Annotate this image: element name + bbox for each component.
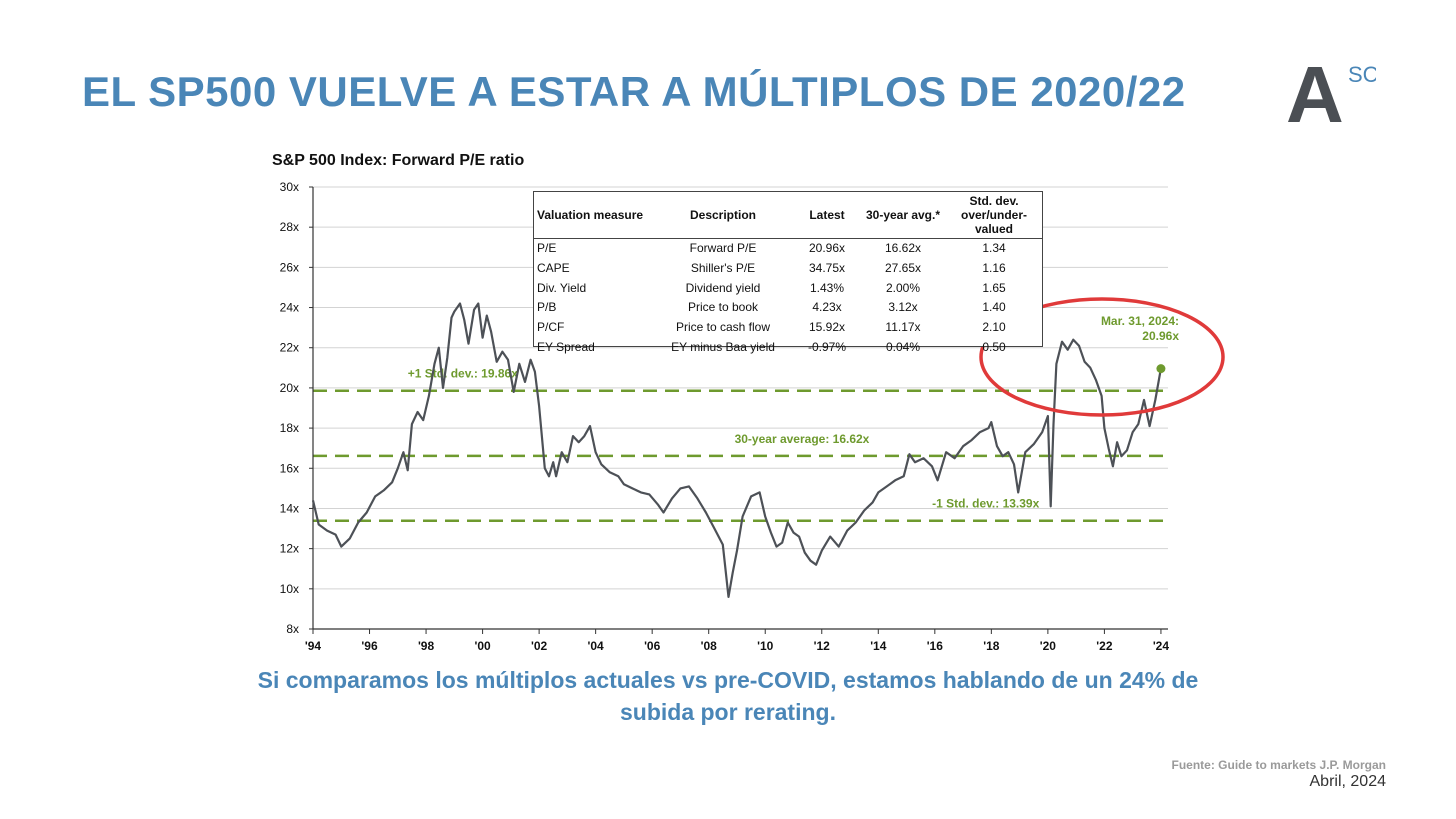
y-tick-label: 20x — [280, 381, 299, 395]
col-header-avg: 30-year avg.* — [860, 192, 946, 239]
table-cell: 15.92x — [808, 320, 846, 335]
valuation-table: Valuation measure Description Latest 30-… — [533, 191, 1043, 354]
highlight-circle — [979, 297, 1225, 417]
table-cell: -0.97% — [807, 339, 847, 354]
endpoint-marker — [1156, 364, 1166, 374]
table-row: P/E Forward P/E 20.96x 16.62x 1.34 — [534, 239, 1042, 259]
x-tick-label: '08 — [701, 639, 718, 653]
annotations: Mar. 31, 2024:20.96x — [979, 297, 1225, 417]
table-cell: P/B — [537, 300, 557, 315]
col-header-description: Description — [652, 192, 794, 239]
y-tick-label: 14x — [280, 501, 299, 515]
x-tick-label: '14 — [870, 639, 887, 653]
x-tick-label: '02 — [531, 639, 548, 653]
x-tick-label: '20 — [1040, 639, 1057, 653]
x-tick-label: '96 — [361, 639, 378, 653]
table-row: Div. Yield Dividend yield 1.43% 2.00% 1.… — [534, 279, 1042, 299]
slide-title: EL SP500 VUELVE A ESTAR A MÚLTIPLOS DE 2… — [82, 68, 1186, 115]
x-tick-label: '24 — [1153, 639, 1170, 653]
x-tick-label: '94 — [305, 639, 322, 653]
table-cell: 11.17x — [885, 320, 921, 335]
table-cell: 0.50 — [982, 339, 1006, 354]
endpoint-label-date: Mar. 31, 2024: — [1101, 314, 1179, 328]
x-tick-label: '10 — [757, 639, 774, 653]
valuation-table-header: Valuation measure Description Latest 30-… — [534, 192, 1042, 239]
table-cell: EY Spread — [537, 339, 595, 354]
slide-date: Abril, 2024 — [1309, 773, 1387, 790]
table-cell: 27.65x — [884, 260, 922, 275]
table-cell: 0.04% — [885, 339, 921, 354]
table-cell: 2.00% — [885, 280, 921, 295]
y-tick-label: 26x — [280, 260, 299, 274]
chart-title: S&P 500 Index: Forward P/E ratio — [272, 152, 525, 169]
x-tick-label: '16 — [927, 639, 944, 653]
reference-lines: +1 Std. dev.: 19.86x 30-year average: 16.… — [313, 367, 1168, 522]
x-tick-label: '18 — [983, 639, 1000, 653]
endpoint-label-value: 20.96x — [1142, 329, 1179, 343]
table-cell: P/E — [537, 241, 557, 255]
table-cell: 1.40 — [982, 300, 1006, 315]
x-tick-label: '98 — [418, 639, 435, 653]
table-cell: 16.62x — [884, 241, 922, 255]
table-row: CAPE Shiller's P/E 34.75x 27.65x 1.16 — [534, 259, 1042, 279]
reference-label: 30-year average: 16.62x — [735, 432, 870, 446]
x-tick-label: '22 — [1096, 639, 1113, 653]
reference-label: -1 Std. dev.: 13.39x — [932, 497, 1039, 511]
y-tick-label: 12x — [280, 542, 299, 556]
table-cell: 1.43% — [809, 280, 845, 295]
series-line — [311, 302, 1162, 598]
table-cell: 1.65 — [982, 280, 1006, 295]
table-cell: CAPE — [537, 260, 570, 275]
table-cell: 2.10 — [982, 320, 1006, 335]
y-tick-label: 18x — [280, 421, 299, 435]
table-cell: Price to cash flow — [675, 320, 771, 335]
col-header-measure: Valuation measure — [534, 192, 652, 239]
source-note: Fuente: Guide to markets J.P. Morgan — [1171, 758, 1387, 772]
table-cell: 1.34 — [982, 241, 1006, 255]
table-cell: 4.23x — [812, 300, 842, 315]
y-tick-label: 16x — [280, 461, 299, 475]
y-tick-label: 8x — [286, 622, 299, 636]
table-cell: 1.16 — [982, 260, 1006, 275]
table-row: P/B Price to book 4.23x 3.12x 1.40 — [534, 298, 1042, 318]
y-tick-label: 22x — [280, 341, 299, 355]
logo-superscript: SC — [1348, 62, 1376, 87]
table-cell: Forward P/E — [689, 241, 757, 255]
x-tick-label: '04 — [588, 639, 605, 653]
reference-label: +1 Std. dev.: 19.86x — [408, 367, 518, 381]
table-cell: Div. Yield — [537, 280, 587, 295]
table-cell: Shiller's P/E — [690, 260, 756, 275]
table-cell: Dividend yield — [685, 280, 761, 295]
x-tick-label: '12 — [814, 639, 831, 653]
y-tick-label: 30x — [280, 180, 299, 194]
table-cell: 20.96x — [808, 241, 846, 255]
table-cell: P/CF — [537, 320, 565, 335]
slide-caption: Si comparamos los múltiplos actuales vs … — [257, 667, 1199, 725]
axes: 8x 10x 12x 14x 16x 18x 20x 22x 24x 26x 28x 30x '94 '9… — [280, 180, 1170, 653]
table-cell: 3.12x — [888, 300, 918, 315]
y-tick-label: 28x — [280, 220, 299, 234]
logo-letter: A — [1286, 60, 1344, 130]
col-header-stddev: Std. dev. over/under-valued — [946, 192, 1042, 239]
asc-logo: A SC — [1286, 60, 1376, 130]
y-tick-label: 24x — [280, 301, 299, 315]
table-cell: 34.75x — [808, 260, 846, 275]
table-cell: Price to book — [687, 300, 759, 315]
x-tick-label: '06 — [644, 639, 661, 653]
series — [311, 302, 1162, 598]
col-header-latest: Latest — [794, 192, 860, 239]
table-cell: EY minus Baa yield — [671, 339, 775, 354]
table-row: EY Spread EY minus Baa yield -0.97% 0.04… — [534, 338, 1042, 358]
y-tick-label: 10x — [280, 582, 299, 596]
x-tick-label: '00 — [474, 639, 491, 653]
table-row: P/CF Price to cash flow 15.92x 11.17x 2.… — [534, 318, 1042, 338]
